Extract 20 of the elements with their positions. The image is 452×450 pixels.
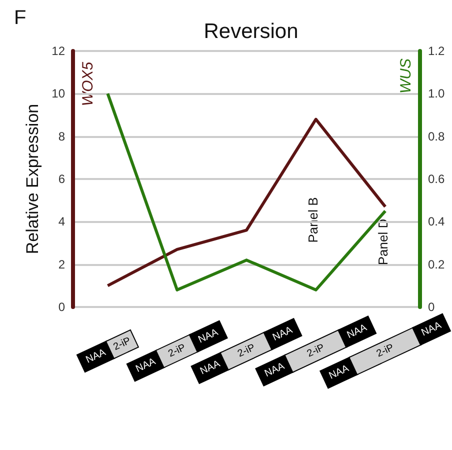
y2-tick-label: 0.8 [428, 129, 446, 144]
y-axis-title: Relative Expression [22, 104, 42, 254]
y-tick-label: 2 [58, 257, 66, 272]
y2-tick-label: 1.0 [428, 86, 446, 101]
y2-tick-label: 0 [428, 300, 435, 314]
y-tick-label: 6 [58, 172, 66, 186]
y-tick-label: 0 [58, 300, 66, 314]
y2-tick-label: 1.2 [428, 44, 446, 58]
y-tick-label: 4 [58, 214, 66, 229]
text: WUS [398, 58, 414, 94]
y-tick-label: 8 [58, 129, 66, 144]
y2-tick-label: 0.6 [428, 172, 446, 186]
text: F [14, 7, 26, 29]
x-tick-label: NAA 2-iP [84, 335, 133, 366]
y-tick-label: 10 [52, 86, 66, 101]
text: WOX5 [80, 61, 96, 106]
y2-tick-label: 0.2 [428, 257, 446, 272]
chart-title: Reversion [204, 20, 298, 43]
y-tick-label: 12 [52, 44, 66, 58]
y2-tick-label: 0.4 [428, 214, 446, 229]
